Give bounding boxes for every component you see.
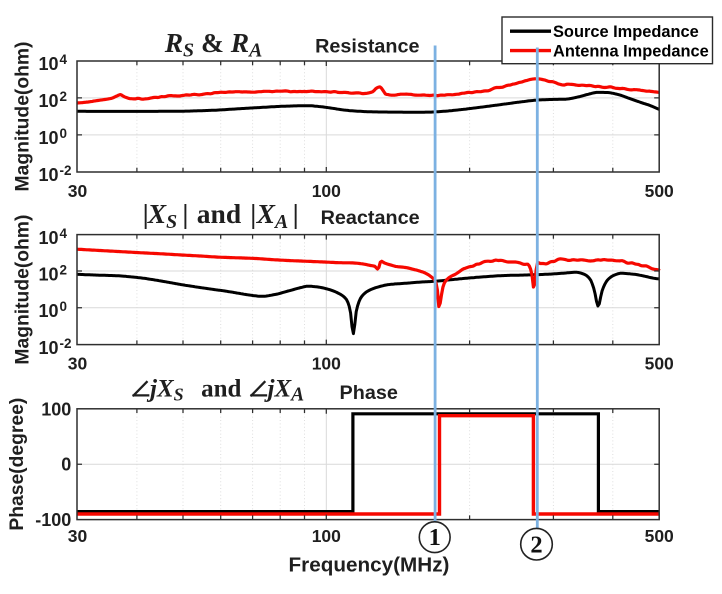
svg-text:500: 500 (645, 353, 674, 373)
svg-text:2: 2 (60, 263, 68, 278)
svg-text:30: 30 (68, 526, 88, 546)
svg-text:0: 0 (61, 455, 71, 475)
svg-text:Magnitude(ohm): Magnitude(ohm) (12, 215, 33, 365)
svg-text:0: 0 (60, 126, 68, 141)
svg-text:10: 10 (38, 91, 58, 111)
svg-text:0: 0 (60, 299, 68, 314)
svg-text:-2: -2 (60, 336, 72, 351)
svg-text:Frequency(MHz): Frequency(MHz) (289, 554, 450, 577)
svg-text:-2: -2 (60, 163, 72, 178)
svg-text:1: 1 (429, 524, 441, 551)
svg-text:500: 500 (645, 181, 674, 201)
svg-text:10: 10 (38, 338, 58, 358)
svg-text:4: 4 (60, 226, 68, 241)
svg-text:10: 10 (38, 265, 58, 285)
svg-text:100: 100 (41, 399, 71, 419)
svg-text:Magnitude(ohm): Magnitude(ohm) (12, 42, 33, 192)
svg-text:30: 30 (68, 181, 88, 201)
svg-text:|XS|and|XA|: |XS | and |XA | (143, 198, 299, 233)
svg-text:100: 100 (312, 353, 341, 373)
svg-text:10: 10 (38, 165, 58, 185)
svg-text:Source Impedance: Source Impedance (553, 23, 699, 41)
svg-text:10: 10 (38, 228, 58, 248)
svg-text:30: 30 (68, 353, 88, 373)
svg-text:-100: -100 (35, 510, 71, 530)
svg-text:10: 10 (38, 128, 58, 148)
svg-text:10: 10 (38, 301, 58, 321)
svg-text:100: 100 (312, 181, 341, 201)
svg-text:4: 4 (60, 52, 68, 67)
svg-text:2: 2 (530, 531, 542, 558)
svg-text:Reactance: Reactance (321, 207, 420, 229)
svg-text:Phase(degree): Phase(degree) (7, 398, 28, 531)
svg-text:10: 10 (38, 54, 58, 74)
svg-text:Antenna Impedance: Antenna Impedance (553, 43, 709, 61)
svg-text:500: 500 (645, 526, 674, 546)
svg-text:Resistance: Resistance (315, 36, 419, 58)
svg-text:2: 2 (60, 89, 68, 104)
svg-text:Phase: Phase (340, 382, 398, 404)
svg-text:RS & RA: RS & RA (164, 27, 263, 62)
svg-text:100: 100 (312, 526, 341, 546)
